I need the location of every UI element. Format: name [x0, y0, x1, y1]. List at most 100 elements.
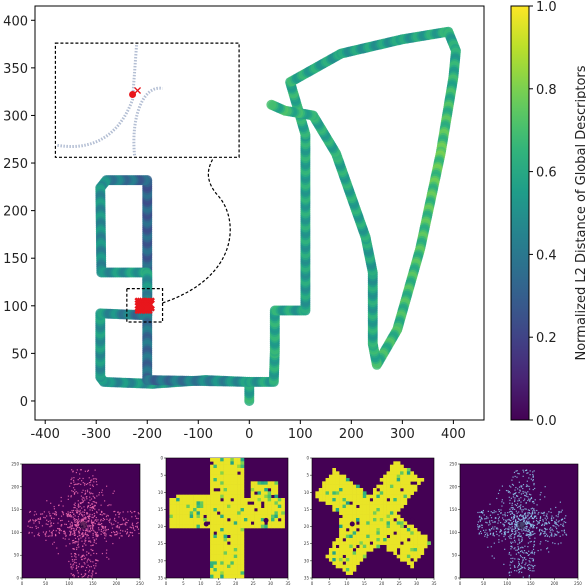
occupancy-cell: [389, 474, 394, 479]
panel-x-tick-label: 35: [285, 581, 291, 586]
occupancy-cell: [356, 488, 360, 492]
cloud-point: [45, 523, 47, 525]
cloud-point: [540, 512, 542, 514]
cloud-point: [517, 517, 519, 519]
occupancy-cell: [335, 478, 340, 482]
panel-x-tick-label: 200: [113, 581, 121, 586]
occupancy-cell: [233, 571, 238, 575]
x-tick-label: 100: [288, 427, 313, 442]
occupancy-cell: [206, 518, 211, 522]
occupancy-cell: [349, 491, 353, 495]
occupancy-cell: [400, 558, 404, 562]
cloud-point: [530, 564, 532, 566]
occupancy-cell: [223, 568, 228, 572]
y-tick-label: 300: [3, 109, 28, 124]
cloud-point: [83, 562, 85, 564]
occupancy-cell: [332, 558, 337, 562]
occupancy-cell: [417, 544, 421, 549]
cloud-point: [129, 526, 131, 528]
occupancy-cell: [220, 561, 224, 565]
cloud-point: [504, 512, 506, 514]
cloud-point: [27, 525, 29, 527]
occupancy-cell: [373, 538, 377, 542]
cloud-point: [500, 521, 502, 524]
occupancy-cell: [243, 524, 248, 529]
cloud-point: [526, 520, 528, 522]
occupancy-cell: [227, 531, 231, 535]
occupancy-cell: [247, 518, 252, 522]
cloud-point: [518, 572, 520, 574]
cloud-point: [76, 524, 78, 526]
panel-y-tick-label: 100: [449, 530, 457, 535]
cloud-point: [539, 517, 541, 520]
occupancy-cell: [335, 561, 340, 565]
cloud-point: [518, 499, 521, 502]
cloud-point: [74, 537, 77, 540]
occupancy-cell: [349, 548, 353, 552]
cloud-point: [69, 534, 71, 536]
cloud-point: [108, 520, 110, 522]
occupancy-cell: [237, 488, 241, 492]
occupancy-cell: [352, 518, 357, 522]
occupancy-cell: [233, 568, 238, 572]
cloud-point: [532, 511, 534, 513]
occupancy-cell: [271, 508, 275, 512]
occupancy-cell: [240, 574, 245, 579]
occupancy-cell: [379, 498, 384, 502]
cloud-point: [520, 501, 522, 503]
occupancy-cell: [227, 554, 231, 559]
cloud-point: [79, 509, 81, 511]
cloud-point: [93, 515, 95, 517]
cloud-point: [519, 507, 522, 509]
cloud-point: [64, 523, 66, 525]
occupancy-cell: [403, 541, 408, 545]
cloud-point: [110, 522, 112, 524]
cloud-point: [90, 527, 92, 529]
occupancy-cell: [223, 501, 228, 505]
occupancy-cell: [210, 484, 214, 489]
occupancy-cell: [383, 488, 387, 492]
occupancy-cell: [237, 508, 241, 512]
occupancy-cell: [376, 484, 381, 489]
cloud-point: [127, 519, 129, 522]
cloud-point: [510, 510, 512, 513]
cloud-point: [550, 511, 552, 514]
cloud-point: [64, 538, 66, 540]
cloud-point: [113, 510, 115, 513]
occupancy-cell: [199, 521, 204, 525]
occupancy-cell: [243, 514, 248, 519]
cloud-point: [80, 519, 82, 521]
cloud-point: [504, 514, 506, 516]
occupancy-cell: [274, 498, 279, 502]
occupancy-cell: [230, 468, 235, 472]
cloud-point: [89, 509, 91, 511]
cloud-point: [44, 534, 46, 536]
occupancy-cell: [223, 461, 228, 465]
cloud-point: [526, 534, 529, 536]
cloud-point: [105, 485, 108, 487]
occupancy-cell: [325, 494, 330, 499]
occupancy-cell: [393, 511, 398, 515]
cloud-point: [86, 498, 88, 500]
occupancy-cell: [240, 528, 245, 532]
occupancy-cell: [243, 501, 248, 505]
cloud-point: [495, 528, 498, 530]
cloud-point: [536, 527, 538, 529]
cloud-point: [69, 513, 71, 516]
cloud-point: [555, 523, 557, 525]
occupancy-cell: [257, 511, 262, 515]
occupancy-cell: [328, 488, 333, 492]
cloud-point: [100, 504, 102, 506]
cloud-point: [72, 490, 74, 493]
occupancy-cell: [362, 491, 367, 495]
cloud-point: [89, 504, 91, 506]
cloud-point: [81, 514, 83, 516]
cloud-point: [516, 476, 518, 478]
occupancy-cell: [389, 528, 394, 532]
occupancy-cell: [342, 508, 347, 512]
cloud-point: [557, 521, 559, 523]
occupancy-cell: [264, 508, 268, 512]
cloud-point: [79, 477, 81, 479]
cloud-point: [508, 485, 511, 487]
occupancy-cell: [193, 508, 197, 512]
